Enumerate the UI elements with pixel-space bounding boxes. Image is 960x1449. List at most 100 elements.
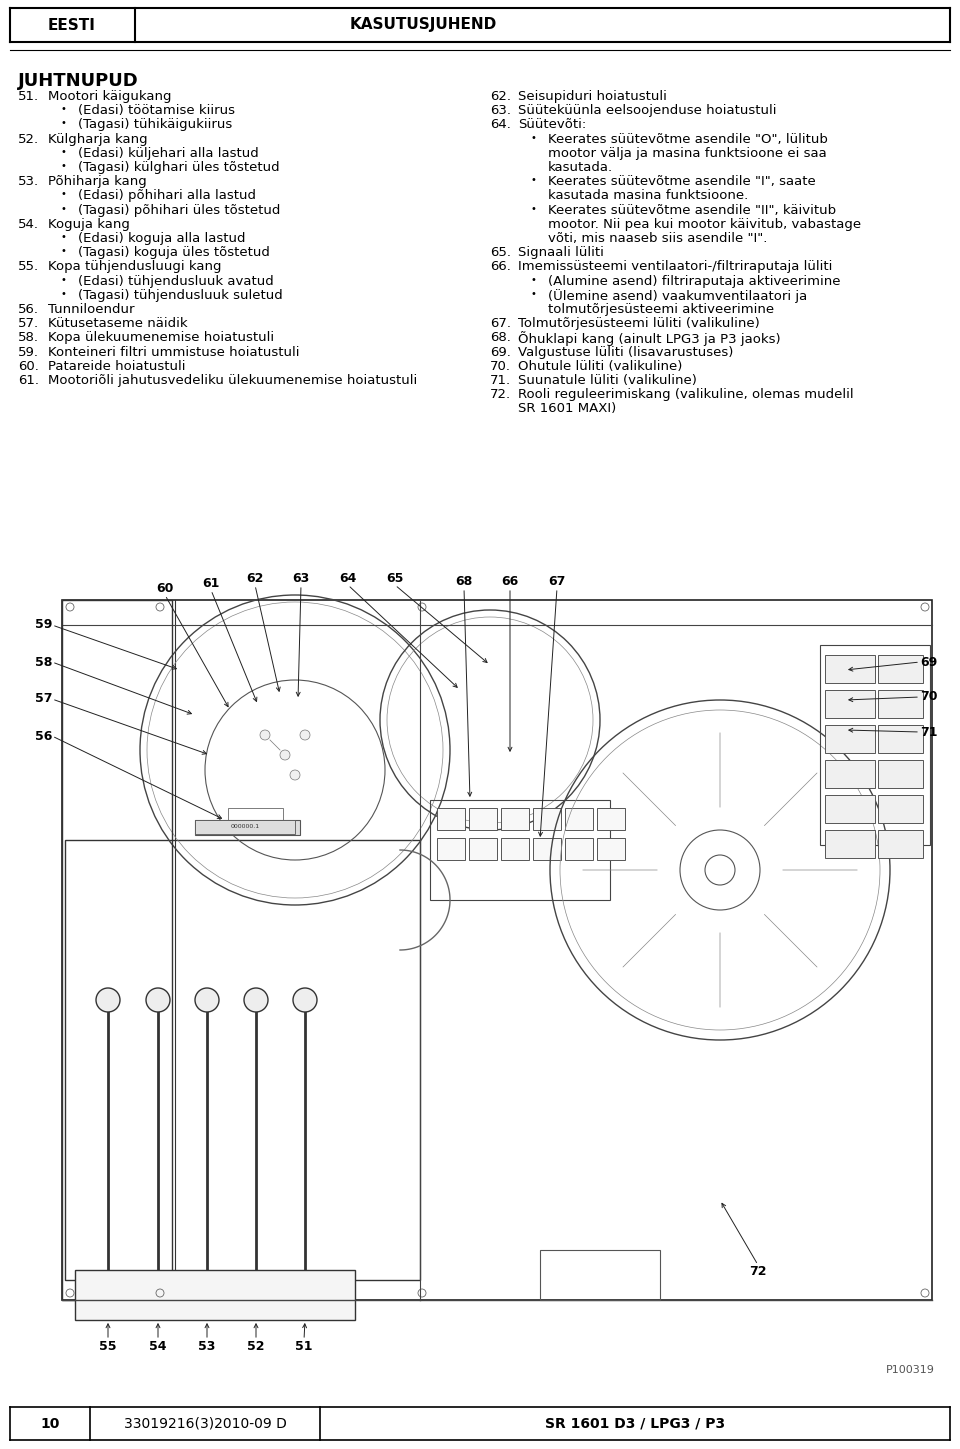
Text: 67: 67 bbox=[548, 575, 565, 588]
Text: tolmutõrjesüsteemi aktiveerimine: tolmutõrjesüsteemi aktiveerimine bbox=[548, 303, 774, 316]
Bar bbox=[878, 759, 923, 788]
Bar bbox=[195, 820, 300, 835]
Text: Suunatule lüliti (valikuline): Suunatule lüliti (valikuline) bbox=[518, 374, 697, 387]
Text: (Tagasi) tühikäigukiirus: (Tagasi) tühikäigukiirus bbox=[78, 119, 232, 132]
Text: •: • bbox=[60, 275, 66, 284]
Text: 71.: 71. bbox=[490, 374, 511, 387]
Text: 66: 66 bbox=[501, 575, 518, 588]
Text: Keerates süütevõtme asendile "O", lülitub: Keerates süütevõtme asendile "O", lülitu… bbox=[548, 133, 828, 145]
Text: 53: 53 bbox=[199, 1340, 216, 1353]
Bar bbox=[437, 809, 465, 830]
Text: JUHTNUPUD: JUHTNUPUD bbox=[18, 72, 139, 90]
Bar bbox=[825, 690, 875, 719]
Text: Õhuklapi kang (ainult LPG3 ja P3 jaoks): Õhuklapi kang (ainult LPG3 ja P3 jaoks) bbox=[518, 332, 780, 346]
Text: Kopa ülekuumenemise hoiatustuli: Kopa ülekuumenemise hoiatustuli bbox=[48, 332, 275, 345]
Bar bbox=[62, 600, 932, 1300]
Text: Signaali lüliti: Signaali lüliti bbox=[518, 246, 604, 259]
Text: 55: 55 bbox=[99, 1340, 117, 1353]
Text: 52: 52 bbox=[248, 1340, 265, 1353]
Circle shape bbox=[293, 988, 317, 1011]
Bar bbox=[533, 809, 561, 830]
Text: Konteineri filtri ummistuse hoiatustuli: Konteineri filtri ummistuse hoiatustuli bbox=[48, 346, 300, 358]
Text: 69: 69 bbox=[920, 655, 937, 668]
Text: 72.: 72. bbox=[490, 388, 511, 401]
Text: 64.: 64. bbox=[490, 119, 511, 132]
Text: Koguja kang: Koguja kang bbox=[48, 217, 130, 230]
Bar bbox=[597, 809, 625, 830]
Text: 63.: 63. bbox=[490, 104, 511, 117]
Bar bbox=[65, 840, 420, 1279]
Text: SR 1601 MAXI): SR 1601 MAXI) bbox=[518, 403, 616, 416]
Text: •: • bbox=[60, 246, 66, 256]
Text: (Alumine asend) filtriraputaja aktiveerimine: (Alumine asend) filtriraputaja aktiveeri… bbox=[548, 275, 841, 287]
Text: 55.: 55. bbox=[18, 261, 39, 274]
Text: Imemissüsteemi ventilaatori-/filtriraputaja lüliti: Imemissüsteemi ventilaatori-/filtriraput… bbox=[518, 261, 832, 274]
Text: (Edasi) koguja alla lastud: (Edasi) koguja alla lastud bbox=[78, 232, 246, 245]
Bar bbox=[75, 1269, 355, 1320]
Bar bbox=[469, 838, 497, 861]
Bar bbox=[825, 796, 875, 823]
Text: 70.: 70. bbox=[490, 359, 511, 372]
Text: 64: 64 bbox=[339, 572, 357, 585]
Text: •: • bbox=[60, 146, 66, 156]
Bar bbox=[878, 690, 923, 719]
Text: •: • bbox=[530, 275, 536, 284]
Bar bbox=[501, 809, 529, 830]
Text: Süüteküünla eelsoojenduse hoiatustuli: Süüteküünla eelsoojenduse hoiatustuli bbox=[518, 104, 777, 117]
Bar bbox=[533, 838, 561, 861]
Text: 59.: 59. bbox=[18, 346, 39, 358]
Text: P100319: P100319 bbox=[886, 1365, 935, 1375]
Text: •: • bbox=[530, 204, 536, 213]
Bar bbox=[825, 759, 875, 788]
Text: Valgustuse lüliti (lisavarustuses): Valgustuse lüliti (lisavarustuses) bbox=[518, 346, 733, 358]
Text: •: • bbox=[530, 175, 536, 185]
Text: kasutada.: kasutada. bbox=[548, 161, 613, 174]
Text: 65.: 65. bbox=[490, 246, 511, 259]
Text: 52.: 52. bbox=[18, 133, 39, 145]
Text: Kopa tühjendusluugi kang: Kopa tühjendusluugi kang bbox=[48, 261, 222, 274]
Bar bbox=[195, 820, 295, 835]
Text: 60: 60 bbox=[156, 582, 174, 596]
Bar bbox=[878, 830, 923, 858]
Text: 62.: 62. bbox=[490, 90, 511, 103]
Text: (Edasi) tühjendusluuk avatud: (Edasi) tühjendusluuk avatud bbox=[78, 275, 274, 287]
Text: 54: 54 bbox=[149, 1340, 167, 1353]
Text: 66.: 66. bbox=[490, 261, 511, 274]
Text: •: • bbox=[60, 104, 66, 114]
Text: 69.: 69. bbox=[490, 346, 511, 358]
Text: •: • bbox=[60, 288, 66, 298]
Circle shape bbox=[244, 988, 268, 1011]
Text: Külgharja kang: Külgharja kang bbox=[48, 133, 148, 145]
Text: 56: 56 bbox=[35, 729, 52, 742]
Text: Patareide hoiatustuli: Patareide hoiatustuli bbox=[48, 359, 185, 372]
Bar bbox=[820, 645, 930, 845]
Text: Seisupiduri hoiatustuli: Seisupiduri hoiatustuli bbox=[518, 90, 667, 103]
Text: Keerates süütevõtme asendile "I", saate: Keerates süütevõtme asendile "I", saate bbox=[548, 175, 816, 188]
Circle shape bbox=[146, 988, 170, 1011]
Text: EESTI: EESTI bbox=[48, 17, 96, 32]
Text: (Tagasi) tühjendusluuk suletud: (Tagasi) tühjendusluuk suletud bbox=[78, 288, 283, 301]
Text: 60.: 60. bbox=[18, 359, 38, 372]
Text: 000000.1: 000000.1 bbox=[230, 824, 259, 829]
Text: 57.: 57. bbox=[18, 317, 39, 330]
Circle shape bbox=[290, 769, 300, 780]
Text: (Tagasi) põhihari üles tõstetud: (Tagasi) põhihari üles tõstetud bbox=[78, 204, 280, 216]
Text: 10: 10 bbox=[40, 1417, 60, 1430]
Bar bbox=[878, 796, 923, 823]
Bar bbox=[565, 838, 593, 861]
Bar bbox=[878, 724, 923, 753]
Text: Rooli reguleerimiskang (valikuline, olemas mudelil: Rooli reguleerimiskang (valikuline, olem… bbox=[518, 388, 853, 401]
Text: •: • bbox=[60, 190, 66, 200]
Text: (Edasi) põhihari alla lastud: (Edasi) põhihari alla lastud bbox=[78, 190, 256, 203]
Bar bbox=[825, 830, 875, 858]
Text: 67.: 67. bbox=[490, 317, 511, 330]
Bar bbox=[825, 655, 875, 682]
Text: (Edasi) küljehari alla lastud: (Edasi) küljehari alla lastud bbox=[78, 146, 259, 159]
Text: Kütusetaseme näidik: Kütusetaseme näidik bbox=[48, 317, 187, 330]
Text: 63: 63 bbox=[293, 572, 310, 585]
Text: 51: 51 bbox=[296, 1340, 313, 1353]
Bar bbox=[565, 809, 593, 830]
Text: Mootori käigukang: Mootori käigukang bbox=[48, 90, 172, 103]
Text: (Edasi) töötamise kiirus: (Edasi) töötamise kiirus bbox=[78, 104, 235, 117]
Text: Keerates süütevõtme asendile "II", käivitub: Keerates süütevõtme asendile "II", käivi… bbox=[548, 204, 836, 216]
